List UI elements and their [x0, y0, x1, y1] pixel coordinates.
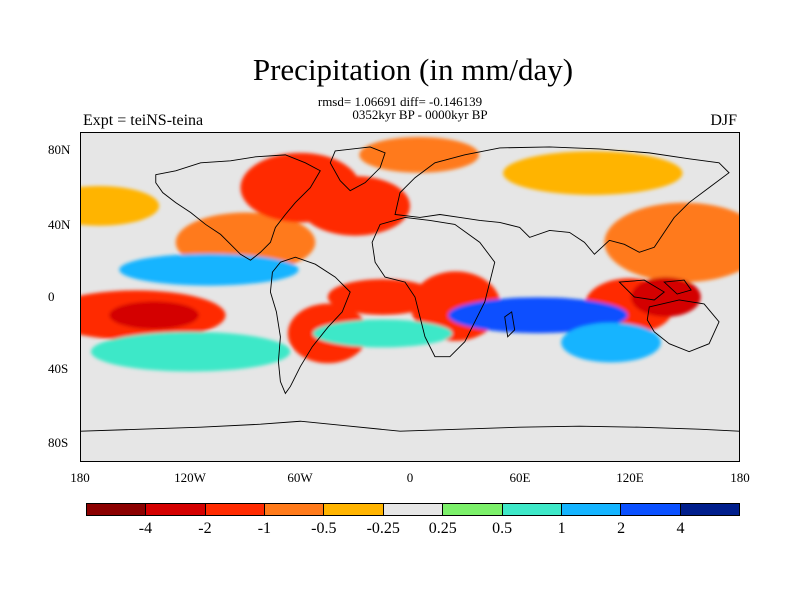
lon-tick-180w: 180 [70, 470, 90, 485]
colorbar-swatch [383, 504, 444, 515]
precip-anomaly-region [119, 253, 299, 286]
colorbar-swatch [621, 504, 681, 515]
precip-anomaly-region [448, 297, 628, 334]
lat-tick-80n: 80N [48, 142, 71, 157]
colorbar-swatch [205, 504, 266, 515]
colorbar-swatch [502, 504, 562, 515]
precip-anomaly-region [110, 423, 710, 444]
coast-antarctica [81, 420, 739, 432]
colorbar-swatch [324, 504, 384, 515]
precip-anomaly-region [604, 202, 739, 283]
season-label: DJF [710, 112, 737, 129]
statistics-header: rmsd= 1.06691 diff= -0.146139 0352kyr BP… [0, 95, 800, 121]
precip-anomaly-region [192, 379, 592, 416]
precipitation-map [80, 132, 740, 462]
colorbar-label: 0.5 [492, 520, 513, 537]
colorbar-label: 1 [557, 520, 566, 537]
coast-south-america [269, 256, 351, 395]
colorbar-label: 4 [676, 520, 685, 537]
colorbar-label: -2 [198, 520, 212, 537]
coast-eurasia [394, 146, 730, 255]
lat-tick-40s: 40S [48, 361, 69, 376]
colorbar-swatch [146, 504, 206, 515]
plot-title: Precipitation (in mm/day) [252, 52, 574, 87]
coast-australia [646, 299, 720, 353]
precip-anomaly-region [90, 331, 291, 372]
colorbar-label: 2 [617, 520, 626, 537]
colorbar-swatch [87, 504, 147, 515]
colorbar-swatch [680, 504, 739, 515]
period-line: 0352kyr BP - 0000kyr BP [352, 107, 488, 122]
lon-tick-120w: 120W [174, 470, 206, 485]
precip-anomaly-region [561, 322, 661, 363]
coast-greenland [329, 146, 386, 192]
precip-anomaly-region [503, 151, 683, 195]
lat-tick-0: 0 [48, 289, 55, 304]
coastlines [81, 146, 739, 432]
colorbar-label: -1 [257, 520, 272, 537]
coast-maritime-continent [618, 279, 692, 301]
colorbar-swatch [265, 504, 325, 515]
lon-tick-60e: 60E [509, 470, 531, 485]
precip-anomaly-region [630, 277, 701, 317]
lon-tick-60w: 60W [287, 470, 313, 485]
lat-tick-80s: 80S [48, 435, 69, 450]
colorbar [86, 503, 740, 516]
colorbar-label: -0.5 [311, 520, 337, 537]
precip-anomaly-region [300, 176, 410, 236]
precip-anomaly-region [359, 136, 479, 173]
colorbar-label: -0.25 [366, 520, 400, 537]
lon-tick-0: 0 [406, 470, 414, 485]
colorbar-label: 0.25 [428, 520, 457, 537]
coast-madagascar [504, 311, 516, 338]
experiment-label: Expt = teiNS-teina [83, 112, 204, 129]
colorbar-swatch [443, 504, 503, 515]
lat-tick-40n: 40N [48, 217, 71, 232]
stats-line: rmsd= 1.06691 diff= -0.146139 [317, 94, 483, 109]
lon-tick-180e: 180 [730, 470, 750, 485]
map-canvas [81, 133, 739, 461]
lon-tick-120e: 120E [616, 470, 644, 485]
precip-anomaly-region [312, 319, 453, 348]
coast-africa [371, 217, 496, 358]
precip-anomaly-region [109, 301, 199, 330]
coast-north-america [155, 154, 321, 261]
colorbar-swatch [561, 504, 622, 515]
precip-anomaly-region [81, 186, 160, 226]
precip-anomaly-region [327, 279, 438, 315]
colorbar-label: -4 [138, 520, 153, 537]
